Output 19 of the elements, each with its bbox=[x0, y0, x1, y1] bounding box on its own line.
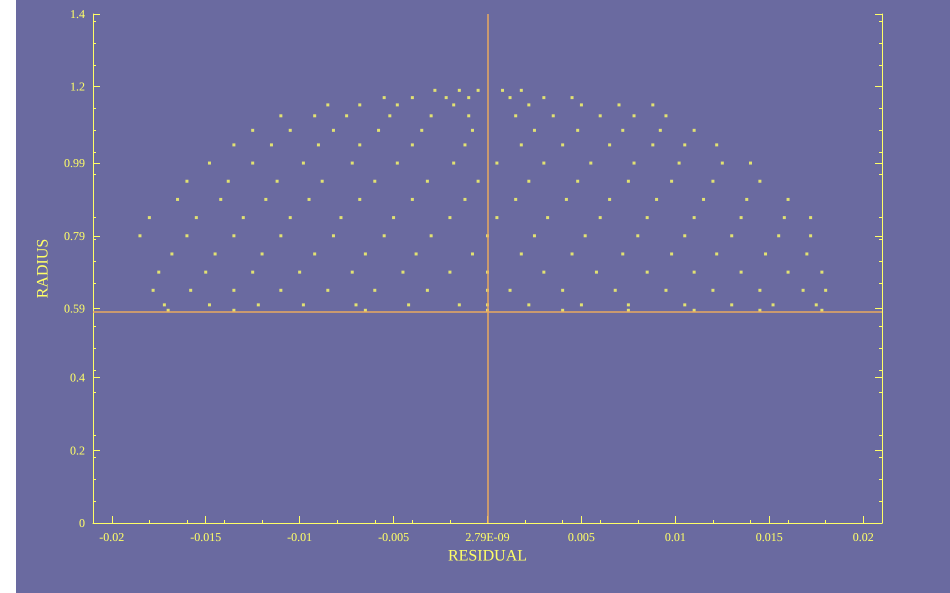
y-tick-label: 0 bbox=[79, 516, 85, 530]
x-tick-label: -0.005 bbox=[378, 530, 410, 544]
y-tick-label: 0.99 bbox=[64, 156, 85, 170]
y-axis-title: RADIUS bbox=[34, 238, 52, 298]
y-tick-label: 0.59 bbox=[64, 301, 85, 316]
x-tick-label: 0.015 bbox=[756, 530, 783, 544]
x-tick-label: -0.01 bbox=[287, 530, 312, 544]
x-axis-title: RESIDUAL bbox=[448, 547, 528, 564]
y-tick-label: 0.4 bbox=[70, 370, 85, 385]
y-tick-label: 1.2 bbox=[70, 80, 85, 94]
y-tick-label: 0.79 bbox=[64, 228, 85, 243]
x-tick-label: 0.01 bbox=[664, 530, 686, 544]
y-tick-label: 0.2 bbox=[70, 443, 85, 458]
x-tick-label: 0.02 bbox=[852, 530, 874, 544]
x-tick-label: -0.02 bbox=[99, 530, 124, 544]
y-tick-label: 1.4 bbox=[70, 7, 85, 21]
x-tick-label: 2.79E-09 bbox=[465, 530, 510, 544]
x-tick-label: 0.005 bbox=[568, 530, 595, 544]
x-tick-label: -0.015 bbox=[190, 530, 222, 544]
